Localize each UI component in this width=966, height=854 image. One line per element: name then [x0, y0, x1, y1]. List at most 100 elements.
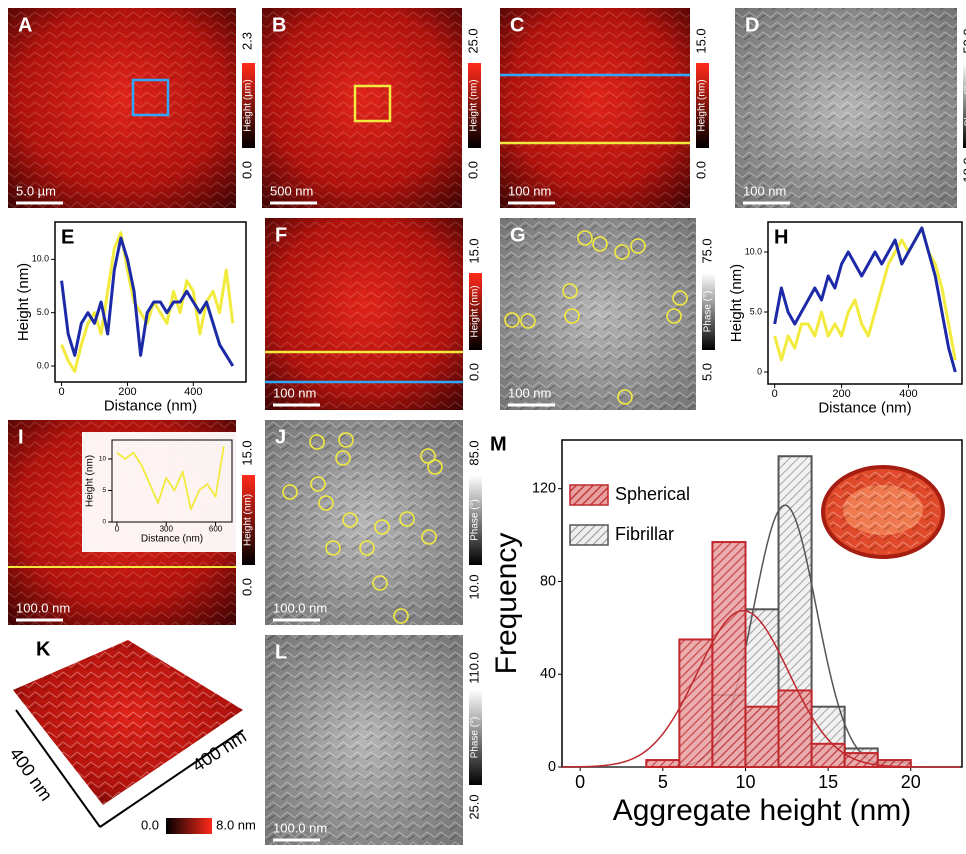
- colorbar-min: 25.0: [466, 794, 481, 819]
- afm-texture: [735, 8, 957, 208]
- scale-label: 100.0 nm: [273, 600, 327, 615]
- x-tick-label: 10: [735, 772, 755, 792]
- y-axis-label: Height (nm): [85, 455, 96, 507]
- histogram-bar: [812, 744, 845, 767]
- colorbar-min: 0.0: [466, 363, 481, 381]
- scale-label: 100 nm: [273, 385, 316, 400]
- histogram-bar: [679, 639, 712, 767]
- y-tick-label: 0: [102, 519, 106, 526]
- panel-label: I: [18, 426, 24, 448]
- scale-label: 100 nm: [508, 183, 551, 198]
- colorbar-min: 0.0: [693, 161, 708, 179]
- panel-label: M: [490, 433, 507, 455]
- colorbar-title: Height (nm): [470, 285, 481, 337]
- afm-texture: [265, 635, 463, 845]
- colorbar-max: 8.0 nm: [216, 817, 256, 832]
- colorbar-min: 18.0: [960, 157, 966, 182]
- colorbar-min: 10.0: [466, 574, 481, 599]
- x-tick-label: 0: [59, 386, 65, 398]
- legend-label: Fibrillar: [615, 524, 674, 544]
- colorbar-max: 15.0: [239, 440, 254, 465]
- x-axis-label: Distance (nm): [818, 399, 911, 416]
- panel-label: A: [18, 14, 32, 36]
- colorbar-title: Height (nm): [697, 79, 708, 131]
- y-tick-label: 10.0: [32, 254, 49, 264]
- colorbar-min: 0.0: [239, 161, 254, 179]
- x-tick-label: 200: [832, 388, 850, 400]
- panel-label: E: [61, 226, 74, 248]
- x-tick-label: 20: [901, 772, 921, 792]
- x-tick-label: 15: [818, 772, 838, 792]
- colorbar-max: 53.0: [960, 28, 966, 53]
- scale-label: 100 nm: [508, 385, 551, 400]
- panel-label: B: [272, 14, 286, 36]
- scale-label: 100.0 nm: [16, 600, 70, 615]
- y-tick-label: 5.0: [750, 306, 762, 316]
- panel-label: K: [36, 638, 51, 660]
- panel-label: D: [745, 14, 759, 36]
- y-tick-label: 5.0: [37, 307, 49, 317]
- afm-texture: [500, 8, 690, 208]
- colorbar-max: 2.3: [239, 32, 254, 50]
- colorbar-min: 0.0: [239, 578, 254, 596]
- colorbar-title: Height (µm): [243, 79, 254, 131]
- x-axis-label: Aggregate height (nm): [613, 794, 912, 827]
- y-axis-label: Frequency: [490, 533, 523, 675]
- colorbar: [166, 818, 212, 834]
- y-axis-label: Height (nm): [15, 263, 32, 341]
- colorbar-max: 75.0: [699, 238, 714, 263]
- colorbar-max: 25.0: [465, 28, 480, 53]
- panel-label: G: [510, 224, 526, 246]
- x-tick-label: 0: [115, 524, 120, 533]
- illustration-texture: [827, 471, 939, 553]
- y-tick-label: 0.0: [37, 360, 49, 370]
- figure: A 5.0 µm Height (µm) 2.3 0.0 B 500 nm Height (n…: [0, 0, 966, 854]
- histogram-bar: [712, 542, 745, 767]
- colorbar-title: Phase (°): [703, 291, 714, 333]
- scale-label: 5.0 µm: [16, 183, 56, 198]
- x-tick-label: 400: [184, 386, 202, 398]
- scale-label: 100 nm: [743, 183, 786, 198]
- colorbar-min: 5.0: [699, 363, 714, 381]
- x-tick-label: 300: [160, 524, 174, 533]
- panel-label: J: [275, 426, 286, 448]
- panel-label: L: [275, 641, 287, 663]
- colorbar-max: 110.0: [466, 652, 481, 684]
- afm-texture: [8, 8, 236, 208]
- scale-label: 100.0 nm: [273, 820, 327, 835]
- x-axis-label: Distance (nm): [104, 397, 197, 414]
- y-tick-label: 0: [548, 759, 556, 775]
- colorbar-title: Height (nm): [243, 494, 254, 546]
- y-tick-label: 40: [540, 666, 556, 682]
- x-tick-label: 0: [772, 388, 778, 400]
- y-tick-label: 5: [102, 487, 106, 494]
- colorbar-title: Phase (°): [470, 717, 481, 759]
- page: {"panels": [ {"label": "A", "scale_bar":…: [0, 0, 966, 854]
- profile-trace: [775, 228, 956, 372]
- y-tick-label: 0: [757, 366, 762, 376]
- plot-frame: [768, 222, 962, 384]
- colorbar-max: 15.0: [693, 28, 708, 53]
- legend-swatch: [570, 485, 608, 505]
- scale-label: 400 nm: [6, 744, 57, 805]
- colorbar-title: Phase (°): [470, 499, 481, 541]
- y-tick-label: 10.0: [745, 246, 762, 256]
- y-axis-label: Height (nm): [728, 264, 745, 342]
- legend-swatch: [570, 525, 608, 545]
- colorbar-max: 15.0: [466, 238, 481, 263]
- colorbar-min: 0.0: [141, 817, 159, 832]
- legend-label: Spherical: [615, 484, 690, 504]
- x-tick-label: 200: [118, 386, 136, 398]
- colorbar-title: Height (nm): [469, 79, 480, 131]
- scale-label: 500 nm: [270, 183, 313, 198]
- colorbar-min: 0.0: [465, 161, 480, 179]
- x-tick-label: 0: [575, 772, 585, 792]
- panel-label: C: [510, 14, 524, 36]
- y-tick-label: 80: [540, 573, 556, 589]
- panel-label: F: [275, 224, 287, 246]
- colorbar-max: 85.0: [466, 440, 481, 465]
- panel-label: H: [774, 226, 788, 248]
- profile-trace: [62, 238, 233, 366]
- x-tick-label: 600: [209, 524, 223, 533]
- histogram-bar: [745, 707, 778, 767]
